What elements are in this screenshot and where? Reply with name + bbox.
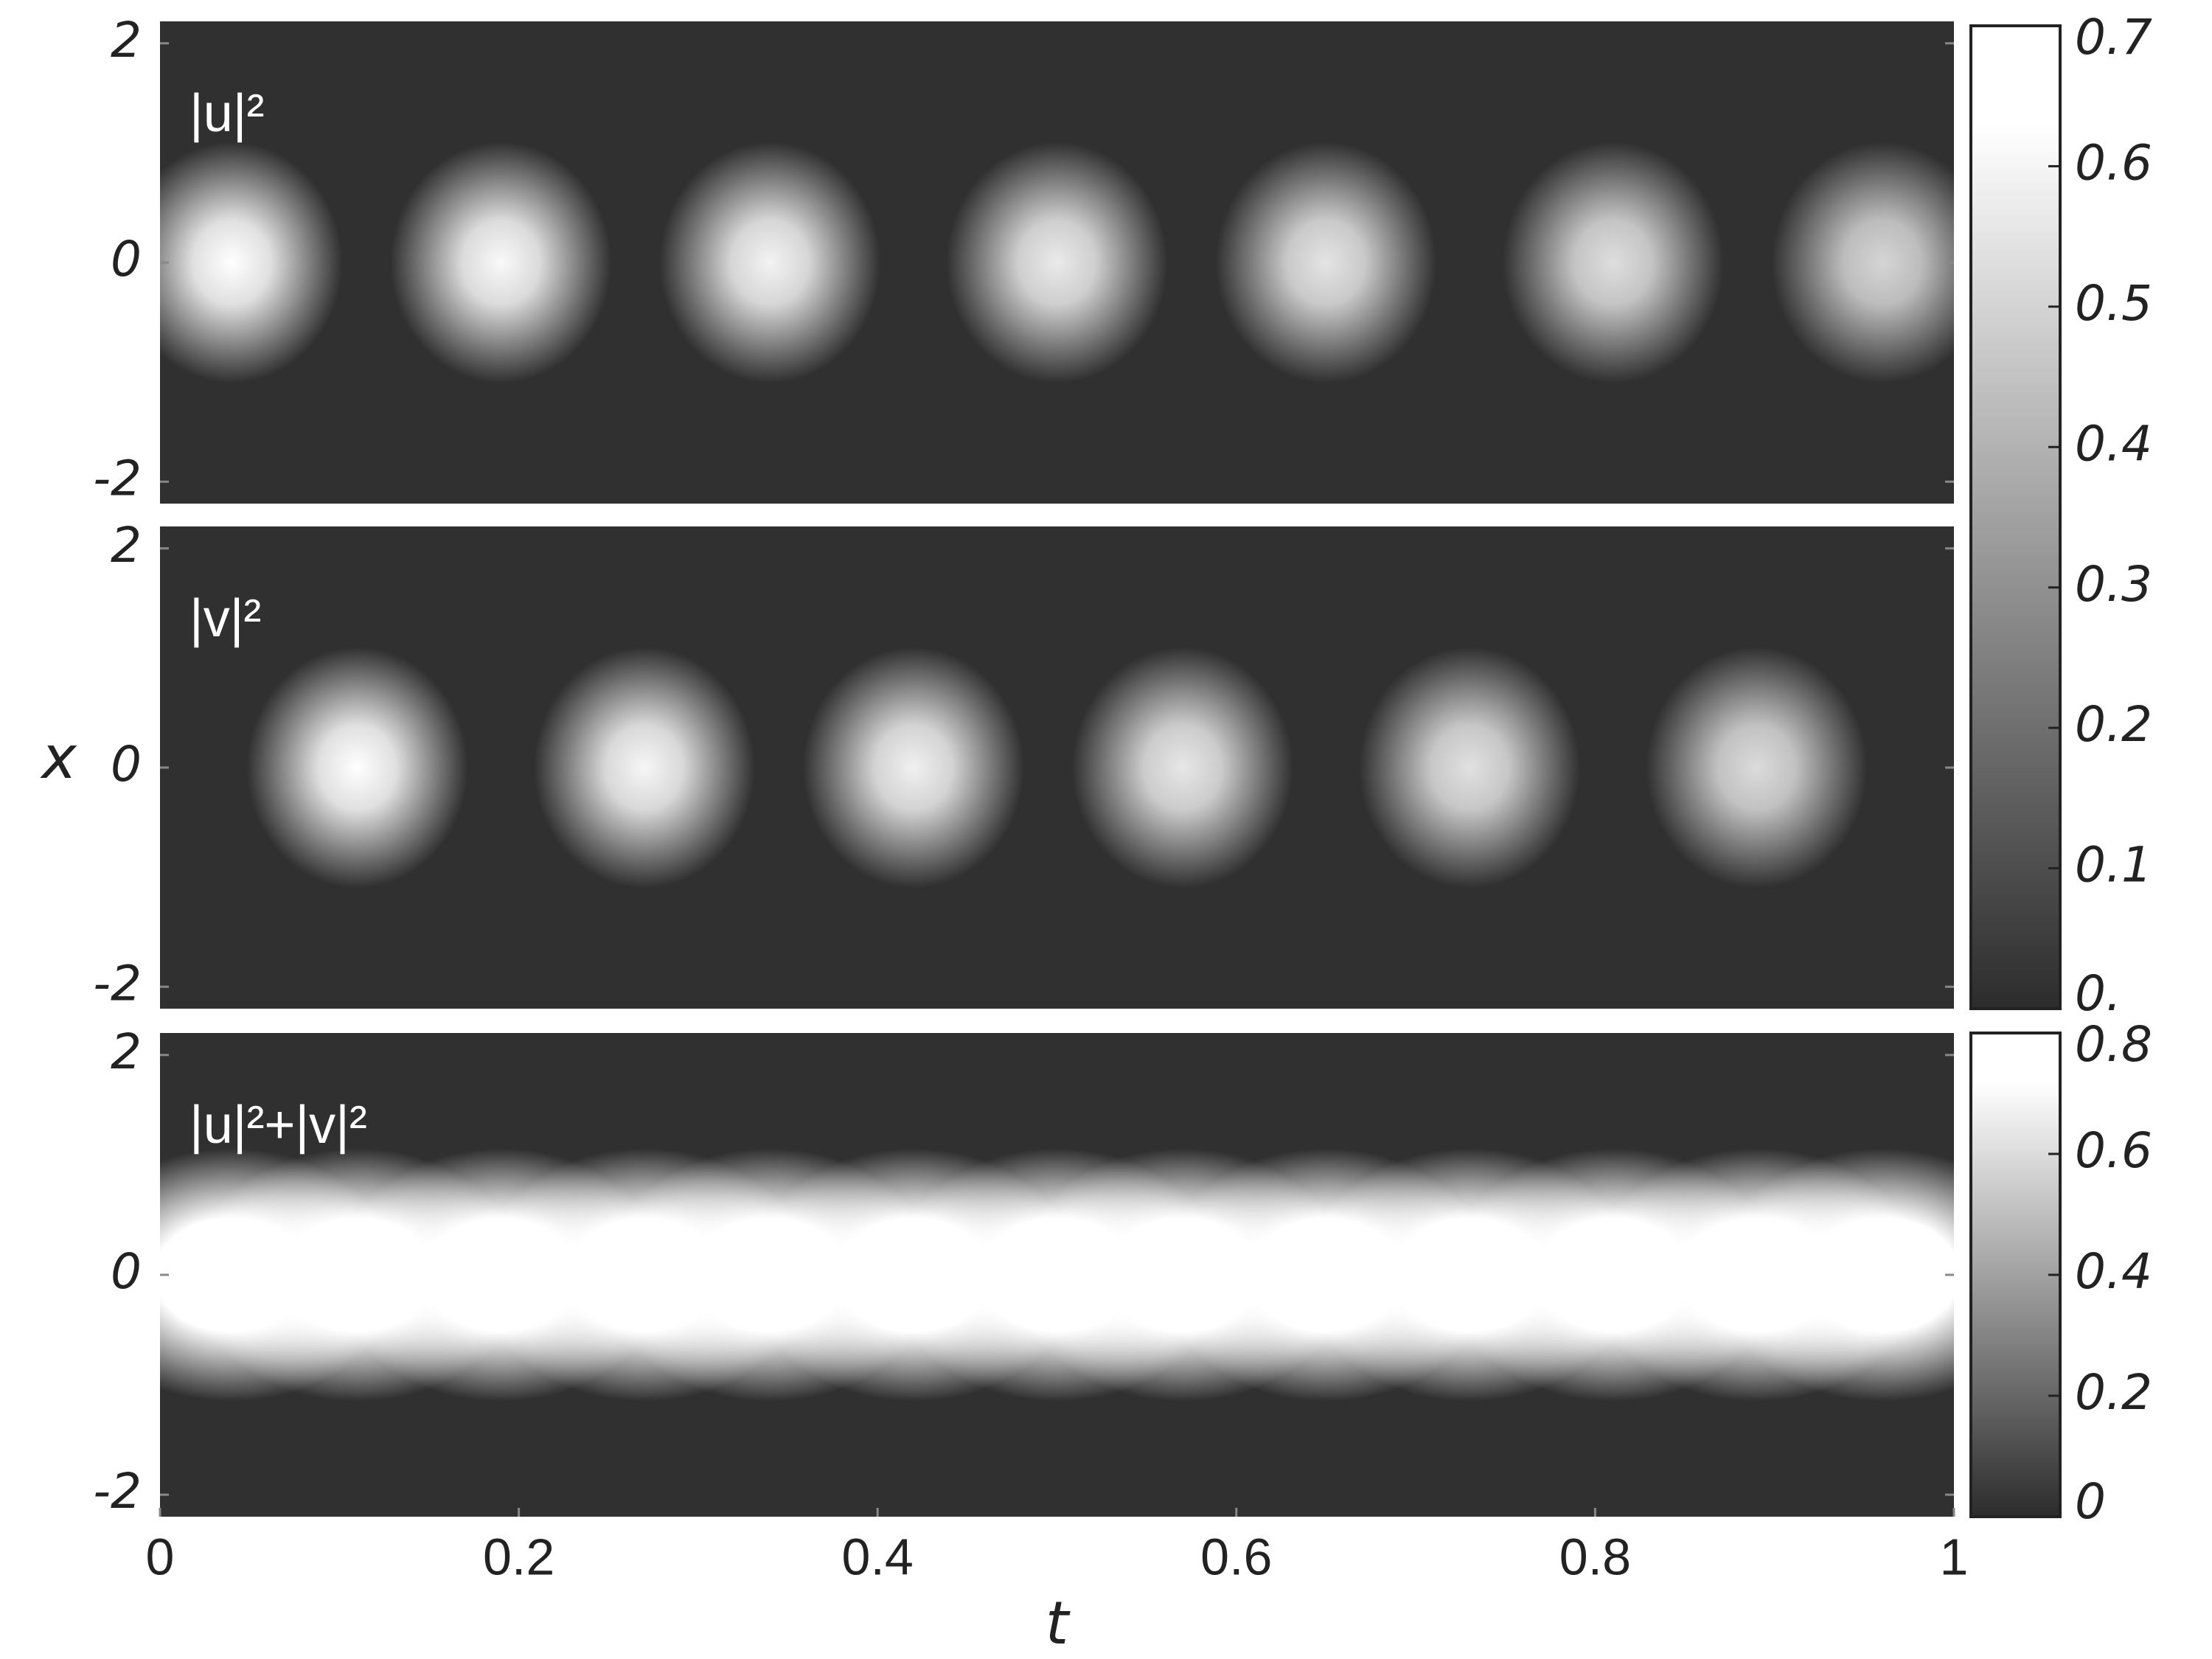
intensity-peak xyxy=(1646,647,1868,888)
panel-label: |v|² xyxy=(189,589,261,648)
intensity-peak xyxy=(533,647,755,888)
blobs xyxy=(160,142,1954,383)
intensity-peak xyxy=(1502,142,1724,383)
x-tick-label: 0.8 xyxy=(1559,1528,1631,1585)
y-tick-label: 2 xyxy=(111,12,142,69)
colorbar-tick-label: 0 xyxy=(2075,1473,2106,1530)
y-tick-label: 2 xyxy=(111,517,142,574)
intensity-peak xyxy=(1359,647,1581,888)
y-tick-label: -2 xyxy=(93,955,142,1012)
y-tick-label: 0 xyxy=(111,736,142,793)
x-tick-label: 0.6 xyxy=(1200,1528,1272,1585)
colorbar xyxy=(1969,24,2062,1010)
intensity-peak xyxy=(946,142,1168,383)
colorbar xyxy=(1969,1032,2062,1518)
y-tick-label: -2 xyxy=(93,1463,142,1520)
intensity-peak xyxy=(1771,142,1954,383)
intensity-peak xyxy=(246,647,468,888)
y-axis-label: x xyxy=(39,723,77,792)
colorbar-tick-label: 0.8 xyxy=(2075,1016,2152,1073)
colorbar-tick-label: 0.6 xyxy=(2075,1122,2152,1179)
intensity-peak xyxy=(1712,1148,1954,1402)
x-axis-label: t xyxy=(1046,1589,1071,1658)
colorbar-tick-label: 0.4 xyxy=(2075,415,2152,472)
intensity-peak xyxy=(160,142,343,383)
x-tick-label: 0.2 xyxy=(483,1528,554,1585)
colorbar-tick-label: 0.7 xyxy=(2075,9,2152,66)
intensity-peak xyxy=(659,142,881,383)
y-tick-label: -2 xyxy=(93,450,142,507)
colorbar-tick-label: 0. xyxy=(2075,965,2121,1022)
blobs xyxy=(160,1148,1954,1402)
colorbar-tick-label: 0.2 xyxy=(2075,1364,2152,1421)
panel-label: |u|² xyxy=(189,84,264,143)
y-tick-label: 2 xyxy=(111,1023,142,1080)
intensity-peak xyxy=(802,647,1024,888)
colorbar-tick-label: 0.2 xyxy=(2075,696,2152,753)
intensity-peak xyxy=(390,142,612,383)
blobs xyxy=(246,647,1868,888)
x-tick-label: 0.4 xyxy=(842,1528,914,1585)
colorbar-tick-label: 0.3 xyxy=(2075,556,2152,613)
colorbar-tick-label: 0.5 xyxy=(2075,275,2152,332)
intensity-peak xyxy=(1071,647,1293,888)
colorbar-tick-label: 0.6 xyxy=(2075,134,2152,191)
x-tick-label: 1 xyxy=(1940,1528,1969,1585)
x-tick-label: 0 xyxy=(146,1528,175,1585)
panel-label: |u|²+|v|² xyxy=(189,1096,367,1155)
colorbar-tick-label: 0.1 xyxy=(2075,837,2152,894)
y-tick-label: 0 xyxy=(111,231,142,288)
colorbar-tick-label: 0.4 xyxy=(2075,1243,2152,1300)
y-tick-label: 0 xyxy=(111,1243,142,1300)
intensity-peak xyxy=(1215,142,1437,383)
